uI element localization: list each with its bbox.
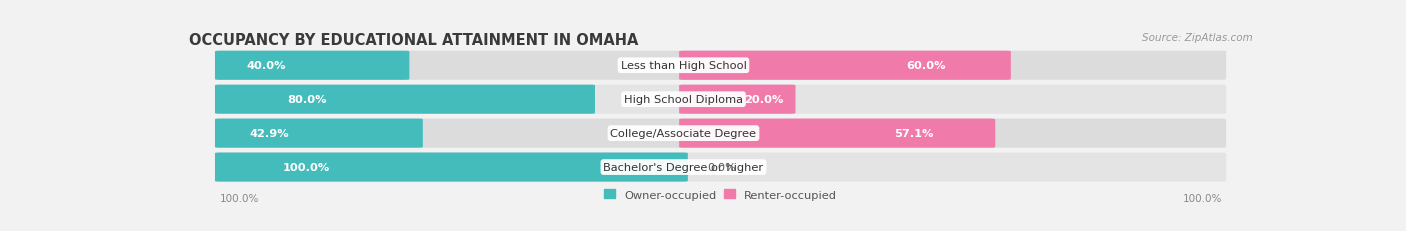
Text: 100.0%: 100.0% bbox=[219, 194, 259, 204]
FancyBboxPatch shape bbox=[215, 52, 409, 80]
Text: 60.0%: 60.0% bbox=[905, 61, 945, 71]
FancyBboxPatch shape bbox=[679, 119, 995, 148]
Text: 100.0%: 100.0% bbox=[1182, 194, 1222, 204]
FancyBboxPatch shape bbox=[215, 119, 1226, 148]
Text: OCCUPANCY BY EDUCATIONAL ATTAINMENT IN OMAHA: OCCUPANCY BY EDUCATIONAL ATTAINMENT IN O… bbox=[188, 33, 638, 48]
FancyBboxPatch shape bbox=[679, 52, 1011, 80]
Text: Source: ZipAtlas.com: Source: ZipAtlas.com bbox=[1142, 33, 1253, 43]
Text: 42.9%: 42.9% bbox=[249, 129, 288, 139]
FancyBboxPatch shape bbox=[215, 85, 595, 114]
Text: 40.0%: 40.0% bbox=[246, 61, 285, 71]
Text: College/Associate Degree: College/Associate Degree bbox=[610, 129, 756, 139]
Text: 20.0%: 20.0% bbox=[745, 95, 785, 105]
Legend: Owner-occupied, Renter-occupied: Owner-occupied, Renter-occupied bbox=[605, 189, 837, 200]
FancyBboxPatch shape bbox=[215, 153, 688, 182]
Text: 57.1%: 57.1% bbox=[894, 129, 934, 139]
Text: Less than High School: Less than High School bbox=[620, 61, 747, 71]
FancyBboxPatch shape bbox=[215, 85, 1226, 114]
Text: Bachelor's Degree or higher: Bachelor's Degree or higher bbox=[603, 162, 763, 172]
Text: 80.0%: 80.0% bbox=[287, 95, 326, 105]
FancyBboxPatch shape bbox=[215, 52, 1226, 80]
FancyBboxPatch shape bbox=[215, 119, 423, 148]
FancyBboxPatch shape bbox=[215, 153, 1226, 182]
Text: High School Diploma: High School Diploma bbox=[624, 95, 742, 105]
Text: 0.0%: 0.0% bbox=[707, 162, 737, 172]
FancyBboxPatch shape bbox=[679, 85, 796, 114]
Text: 100.0%: 100.0% bbox=[283, 162, 330, 172]
